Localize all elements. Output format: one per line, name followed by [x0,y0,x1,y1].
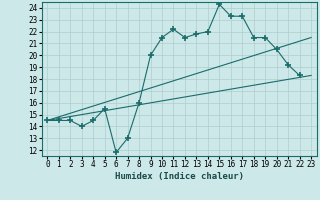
X-axis label: Humidex (Indice chaleur): Humidex (Indice chaleur) [115,172,244,181]
